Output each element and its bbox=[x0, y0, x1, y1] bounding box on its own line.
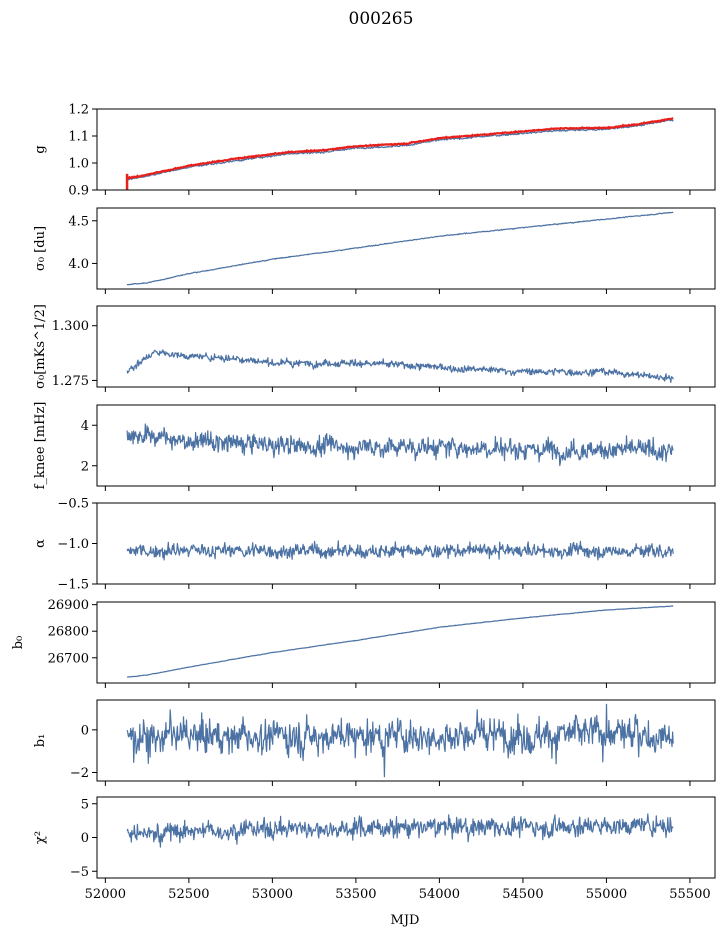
series-line-b0 bbox=[126, 605, 674, 678]
series-line-b1 bbox=[126, 703, 674, 778]
y-axis-label-alpha: α bbox=[33, 539, 48, 548]
y-tick-label: 2 bbox=[81, 459, 89, 474]
x-tick-label: 53500 bbox=[335, 887, 376, 902]
panel-b0: 26700 26800 26900 b₀ bbox=[11, 598, 716, 688]
panel-frame bbox=[96, 207, 716, 290]
x-axis-label: MJD bbox=[391, 913, 420, 928]
chart-title: 000265 bbox=[349, 9, 414, 29]
x-tick-label: 52500 bbox=[168, 887, 209, 902]
x-tick-label: 54000 bbox=[419, 887, 460, 902]
y-axis-label-g: g bbox=[33, 145, 48, 153]
y-tick-label: 1.2 bbox=[68, 103, 89, 118]
y-tick-label: 4.0 bbox=[68, 257, 89, 272]
y-axis-label-b1: b₁ bbox=[33, 734, 48, 748]
y-axis-label-chi2: χ² bbox=[33, 831, 48, 844]
x-tick-label: 54500 bbox=[502, 887, 543, 902]
panel-frame bbox=[96, 404, 716, 487]
y-tick-label: 26700 bbox=[48, 651, 89, 666]
y-tick-label: 0 bbox=[81, 723, 89, 738]
panel-frame bbox=[96, 601, 716, 684]
panel-b1: −2 0 b₁ bbox=[33, 699, 716, 786]
y-tick-label: −2 bbox=[70, 766, 89, 781]
panel-fknee: 2 4 f_knee [mHz] bbox=[33, 402, 716, 491]
panel-sigma0_mks: 1.275 1.300 σ₀[mKs^1/2] bbox=[33, 304, 716, 392]
y-tick-label: −1.0 bbox=[57, 537, 89, 552]
y-tick-label: 0.9 bbox=[68, 184, 89, 199]
y-tick-label: −1.5 bbox=[57, 578, 89, 593]
series-line-chi2 bbox=[126, 813, 674, 848]
series-line-sigma0 bbox=[126, 211, 674, 286]
panel-frame bbox=[96, 796, 716, 879]
series-line-alpha bbox=[126, 540, 674, 561]
x-tick-label: 52000 bbox=[85, 887, 126, 902]
y-tick-label: 5 bbox=[81, 797, 89, 812]
panel-frame bbox=[96, 502, 716, 585]
y-axis-label-sigma0_du: σ₀ [du] bbox=[33, 226, 48, 271]
y-tick-label: 1.0 bbox=[68, 157, 89, 172]
panel-g: 0.9 1.0 1.1 1.2 g bbox=[33, 103, 716, 199]
y-axis-label-fknee: f_knee [mHz] bbox=[33, 402, 48, 490]
panel-sigma0_du: 4.0 4.5 σ₀ [du] bbox=[33, 207, 716, 294]
series-line-g-fit bbox=[126, 117, 674, 180]
x-tick-label: 55000 bbox=[586, 887, 627, 902]
x-axis: 52000 52500 53000 53500 54000 54500 55000 55500 bbox=[85, 887, 711, 902]
panel-frame bbox=[96, 108, 716, 191]
y-tick-label: 1.300 bbox=[52, 319, 89, 334]
y-tick-label: 1.275 bbox=[52, 374, 89, 389]
y-tick-label: 1.1 bbox=[68, 130, 89, 145]
panel-frame bbox=[96, 699, 716, 782]
y-tick-label: 4 bbox=[81, 419, 89, 434]
y-tick-label: −5 bbox=[70, 865, 89, 880]
panels-group: 0.9 1.0 1.1 1.2 g 4.0 4.5 σ₀ [du] 1.275 1.300 σ₀[m… bbox=[11, 103, 716, 883]
y-tick-label: 26800 bbox=[48, 625, 89, 640]
x-tick-label: 53000 bbox=[252, 887, 293, 902]
y-axis-label-b0: b₀ bbox=[11, 636, 26, 650]
x-tick-label: 55500 bbox=[669, 887, 710, 902]
y-axis-label-sigma0_mks: σ₀[mKs^1/2] bbox=[33, 304, 48, 389]
series-line-sigma0-mks bbox=[126, 349, 674, 383]
y-tick-label: 26900 bbox=[48, 598, 89, 613]
series-line-fknee bbox=[126, 423, 674, 467]
panel-chi2: −5 0 5 χ² bbox=[33, 796, 716, 883]
panel-frame bbox=[96, 305, 716, 388]
y-tick-label: 0 bbox=[81, 831, 89, 846]
panel-alpha: −1.5 −1.0 −0.5 α bbox=[33, 497, 716, 593]
y-tick-label: 4.5 bbox=[68, 214, 89, 229]
y-tick-label: −0.5 bbox=[57, 497, 89, 512]
